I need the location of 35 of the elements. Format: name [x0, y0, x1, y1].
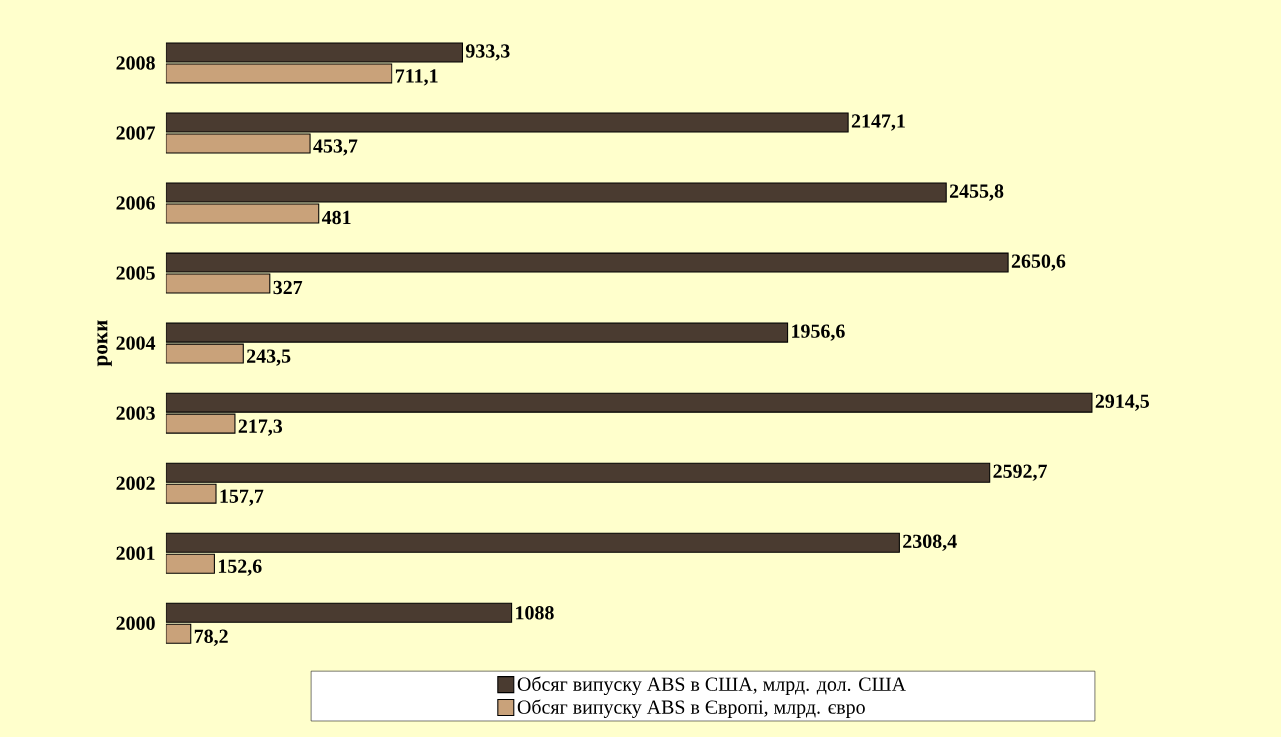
bar	[165, 182, 947, 203]
y-tick-label: 2000	[116, 616, 155, 630]
data-label: 2914,5	[1095, 394, 1149, 411]
data-label: 1956,6	[792, 324, 845, 341]
data-label: 152,6	[218, 559, 262, 576]
data-label: 2650,6	[1011, 254, 1066, 271]
bar	[165, 532, 900, 553]
y-tick-label: 2002	[116, 476, 155, 490]
data-label: 78,2	[194, 629, 228, 646]
data-label: 2455,8	[949, 184, 1004, 201]
data-label: 711,1	[395, 69, 438, 86]
bar	[165, 553, 215, 574]
data-label: 1088	[516, 606, 554, 620]
data-label: 217,3	[238, 419, 283, 436]
legend-label: Обсяг випуску ABS в США, млрд. дол. США	[517, 676, 906, 696]
data-label: 453,7	[313, 139, 358, 156]
y-tick-label: 2001	[116, 546, 155, 560]
y-tick-label: 2005	[116, 266, 155, 280]
data-label: 157,7	[220, 489, 264, 506]
y-tick-label: 2007	[116, 126, 156, 140]
bar	[165, 462, 991, 483]
data-label: 243,5	[247, 349, 291, 366]
bar	[165, 602, 513, 623]
legend-label: Обсяг випуску ABS в Європі, млрд. євро	[517, 699, 865, 718]
data-label: 2592,7	[993, 464, 1047, 481]
data-label: 481	[321, 210, 351, 225]
y-tick-label: 2003	[116, 406, 155, 420]
y-axis-title: роки	[97, 320, 112, 367]
y-tick-label: 2006	[116, 196, 155, 210]
data-label: 2147,1	[851, 114, 905, 131]
y-tick-label: 2008	[116, 56, 155, 70]
data-label: 933,3	[465, 44, 510, 61]
y-tick-label: 2004	[116, 336, 156, 350]
data-label: 2308,4	[903, 534, 957, 551]
data-label: 327	[273, 280, 303, 295]
